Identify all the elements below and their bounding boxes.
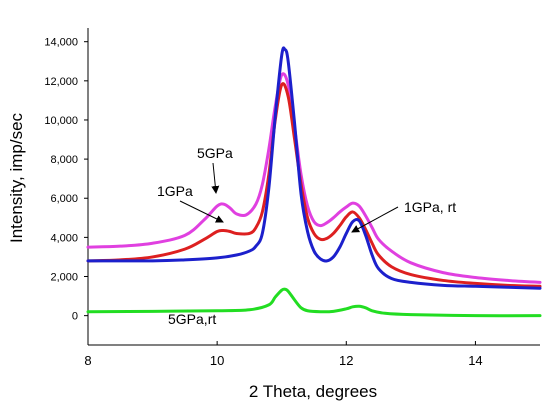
annotation-1gpa: 1GPa	[157, 183, 193, 199]
x-ticks: 8 10 12 14	[84, 341, 483, 368]
annotation-5gpa-arrow	[211, 162, 220, 194]
y-tick-label: 12,000	[44, 76, 78, 88]
annotation-5gpa-rt: 5GPa,rt	[168, 311, 216, 327]
y-ticks: 0 2,000 4,000 6,000 8,000 10,000 12,000 14,000	[44, 37, 88, 323]
annotation-1gpa-arrow	[179, 200, 224, 223]
series-line-5gpa	[86, 72, 542, 284]
x-axis-title: 2 Theta, degrees	[249, 382, 377, 401]
x-tick-label: 8	[84, 353, 91, 368]
annotation-1gpa-rt-arrow	[351, 206, 399, 233]
y-axis-title: Intensity, imp/sec	[7, 112, 26, 243]
y-tick-label: 0	[72, 311, 78, 323]
y-tick-label: 8,000	[50, 154, 78, 166]
axes	[87, 28, 540, 346]
y-tick-label: 14,000	[44, 37, 78, 49]
series-line-1gpa	[86, 82, 542, 288]
annotation-5gpa: 5GPa	[197, 145, 233, 161]
x-tick-label: 10	[210, 353, 224, 368]
y-tick-label: 2,000	[50, 272, 78, 284]
series-line-5gpa-rt	[86, 287, 542, 318]
y-tick-label: 4,000	[50, 232, 78, 244]
x-tick-label: 12	[339, 353, 353, 368]
annotation-1gpa-rt: 1GPa, rt	[404, 199, 456, 215]
series-line-1gpa-rt	[86, 46, 542, 290]
y-tick-label: 6,000	[50, 193, 78, 205]
series-layer	[86, 46, 542, 318]
y-tick-label: 10,000	[44, 115, 78, 127]
x-tick-label: 14	[468, 353, 482, 368]
annotations-layer: 5GPa 1GPa 1GPa, rt 5GPa,rt	[157, 145, 456, 327]
